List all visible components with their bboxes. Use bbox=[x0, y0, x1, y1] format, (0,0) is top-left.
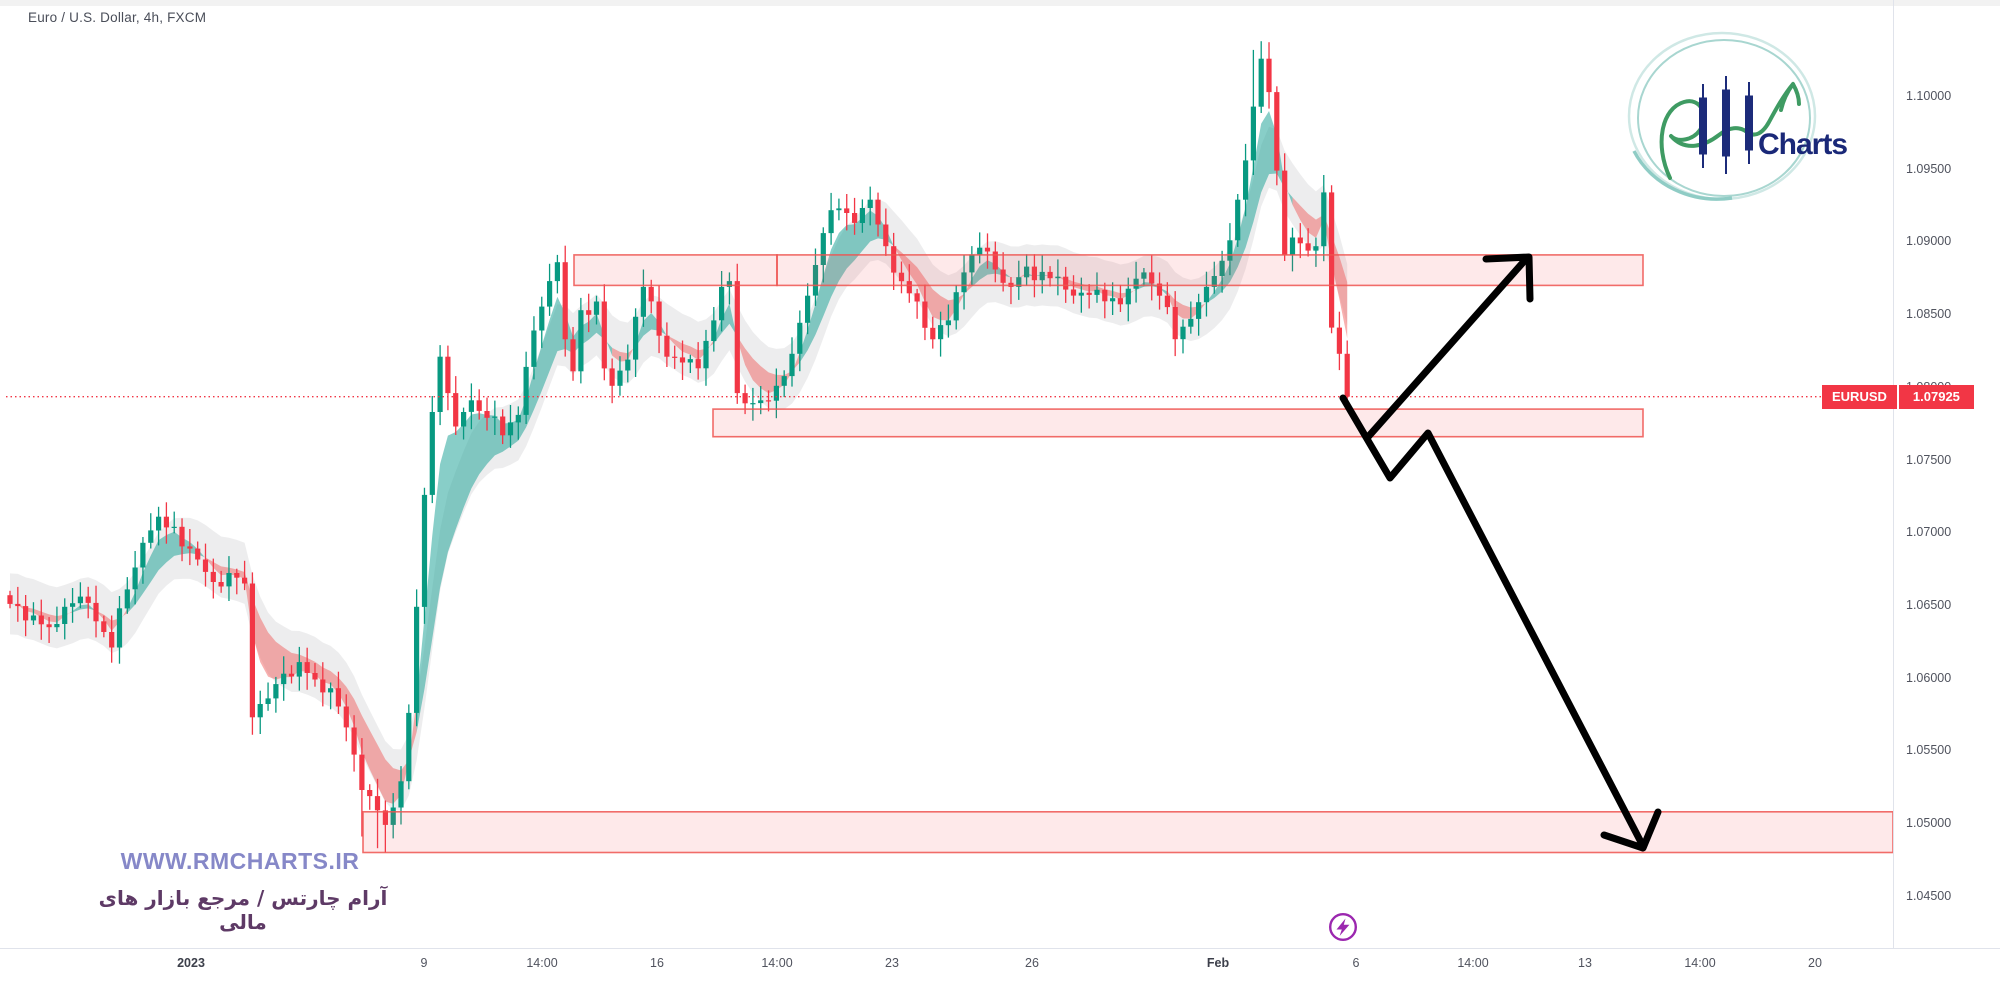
up-arrow-head bbox=[1482, 253, 1534, 303]
time-tick-label: 20 bbox=[1808, 956, 1822, 970]
logo-circle-arc bbox=[1632, 150, 1733, 201]
time-tick-label: 26 bbox=[1025, 956, 1039, 970]
time-tick-label: 14:00 bbox=[761, 956, 793, 970]
ribbon-bullish-segment bbox=[127, 531, 206, 614]
lightning-icon bbox=[1328, 912, 1358, 942]
logo-circle-inner bbox=[1637, 39, 1811, 197]
watermark-url: WWW.RMCHARTS.IR bbox=[120, 848, 360, 874]
time-tick-label: 23 bbox=[885, 956, 899, 970]
time-axis-divider bbox=[0, 948, 2000, 949]
logo-text: Charts bbox=[1758, 128, 1847, 161]
time-tick-label: Feb bbox=[1206, 956, 1230, 970]
price-axis-divider bbox=[1893, 0, 1894, 948]
ribbon-bearish-segment bbox=[666, 335, 714, 361]
ribbon-bearish-segment bbox=[893, 245, 972, 321]
price-tick-label: 1.08500 bbox=[1906, 307, 1952, 321]
price-tick-label: 1.09000 bbox=[1906, 234, 1952, 248]
ribbon-bullish-segment bbox=[713, 303, 738, 344]
ribbon-bullish-segment bbox=[799, 210, 894, 363]
last-price-label: EURUSD 1.07925 bbox=[1822, 385, 1974, 409]
ribbon-bearish-segment bbox=[612, 343, 636, 362]
price-tick-label: 1.05000 bbox=[1906, 816, 1952, 830]
window-top-edge bbox=[0, 0, 2000, 6]
time-tick-label: 16 bbox=[650, 956, 664, 970]
ribbon-bearish-segment bbox=[205, 557, 417, 804]
last-price-value: 1.07925 bbox=[1898, 385, 1974, 409]
time-tick-label: 13 bbox=[1578, 956, 1592, 970]
time-tick-label: 9 bbox=[420, 956, 428, 970]
price-tick-label: 1.05500 bbox=[1906, 743, 1952, 757]
ribbon-bullish-segment bbox=[416, 296, 613, 733]
logo-swoosh bbox=[1659, 82, 1801, 180]
last-price-symbol: EURUSD bbox=[1822, 385, 1897, 409]
candles bbox=[7, 41, 1350, 853]
logo-candlebars bbox=[1699, 76, 1753, 174]
down-arrow bbox=[1339, 394, 1647, 850]
indicator-cloud bbox=[10, 126, 1348, 811]
ribbon-bullish-segment bbox=[1206, 110, 1293, 303]
price-axis[interactable]: 1.100001.095001.090001.085001.080001.075… bbox=[1894, 6, 2000, 948]
ribbon-bearish-segment bbox=[17, 604, 73, 623]
ribbon-bullish-segment bbox=[971, 260, 1011, 287]
ribbon-bearish-segment bbox=[1292, 197, 1348, 339]
price-tick-label: 1.09500 bbox=[1906, 162, 1952, 176]
price-tick-label: 1.04500 bbox=[1906, 889, 1952, 903]
time-tick-label: 14:00 bbox=[1457, 956, 1489, 970]
down-arrow-head bbox=[1600, 808, 1662, 852]
price-tick-label: 1.06500 bbox=[1906, 598, 1952, 612]
price-tick-label: 1.06000 bbox=[1906, 671, 1952, 685]
price-tick-label: 1.07000 bbox=[1906, 525, 1952, 539]
time-axis[interactable]: 2023 9 14:00 16 14:00 23 26 Feb 6 14:00 13 14:00 20 bbox=[0, 949, 2000, 1000]
zone-resistance-left bbox=[573, 254, 778, 287]
time-tick-label: 6 bbox=[1352, 956, 1360, 970]
symbol-title: Euro / U.S. Dollar, 4h, FXCM bbox=[28, 10, 207, 25]
ribbon-bearish-segment bbox=[1010, 273, 1027, 278]
up-arrow bbox=[1364, 254, 1531, 441]
last-price-gap bbox=[1896, 385, 1899, 409]
price-tick-label: 1.07500 bbox=[1906, 453, 1952, 467]
time-tick-label: 14:00 bbox=[526, 956, 558, 970]
ribbon-bullish-segment bbox=[72, 604, 97, 613]
time-tick-label: 14:00 bbox=[1684, 956, 1716, 970]
zone-mid-support bbox=[712, 408, 1644, 438]
time-tick-label: 2023 bbox=[177, 956, 205, 970]
rmcharts-logo: Charts bbox=[1627, 31, 1848, 201]
watermark-persian: آرام چارتس / مرجع بازار های مالی bbox=[98, 886, 388, 934]
price-tick-label: 1.10000 bbox=[1906, 89, 1952, 103]
zone-bottom-support bbox=[362, 810, 1894, 854]
